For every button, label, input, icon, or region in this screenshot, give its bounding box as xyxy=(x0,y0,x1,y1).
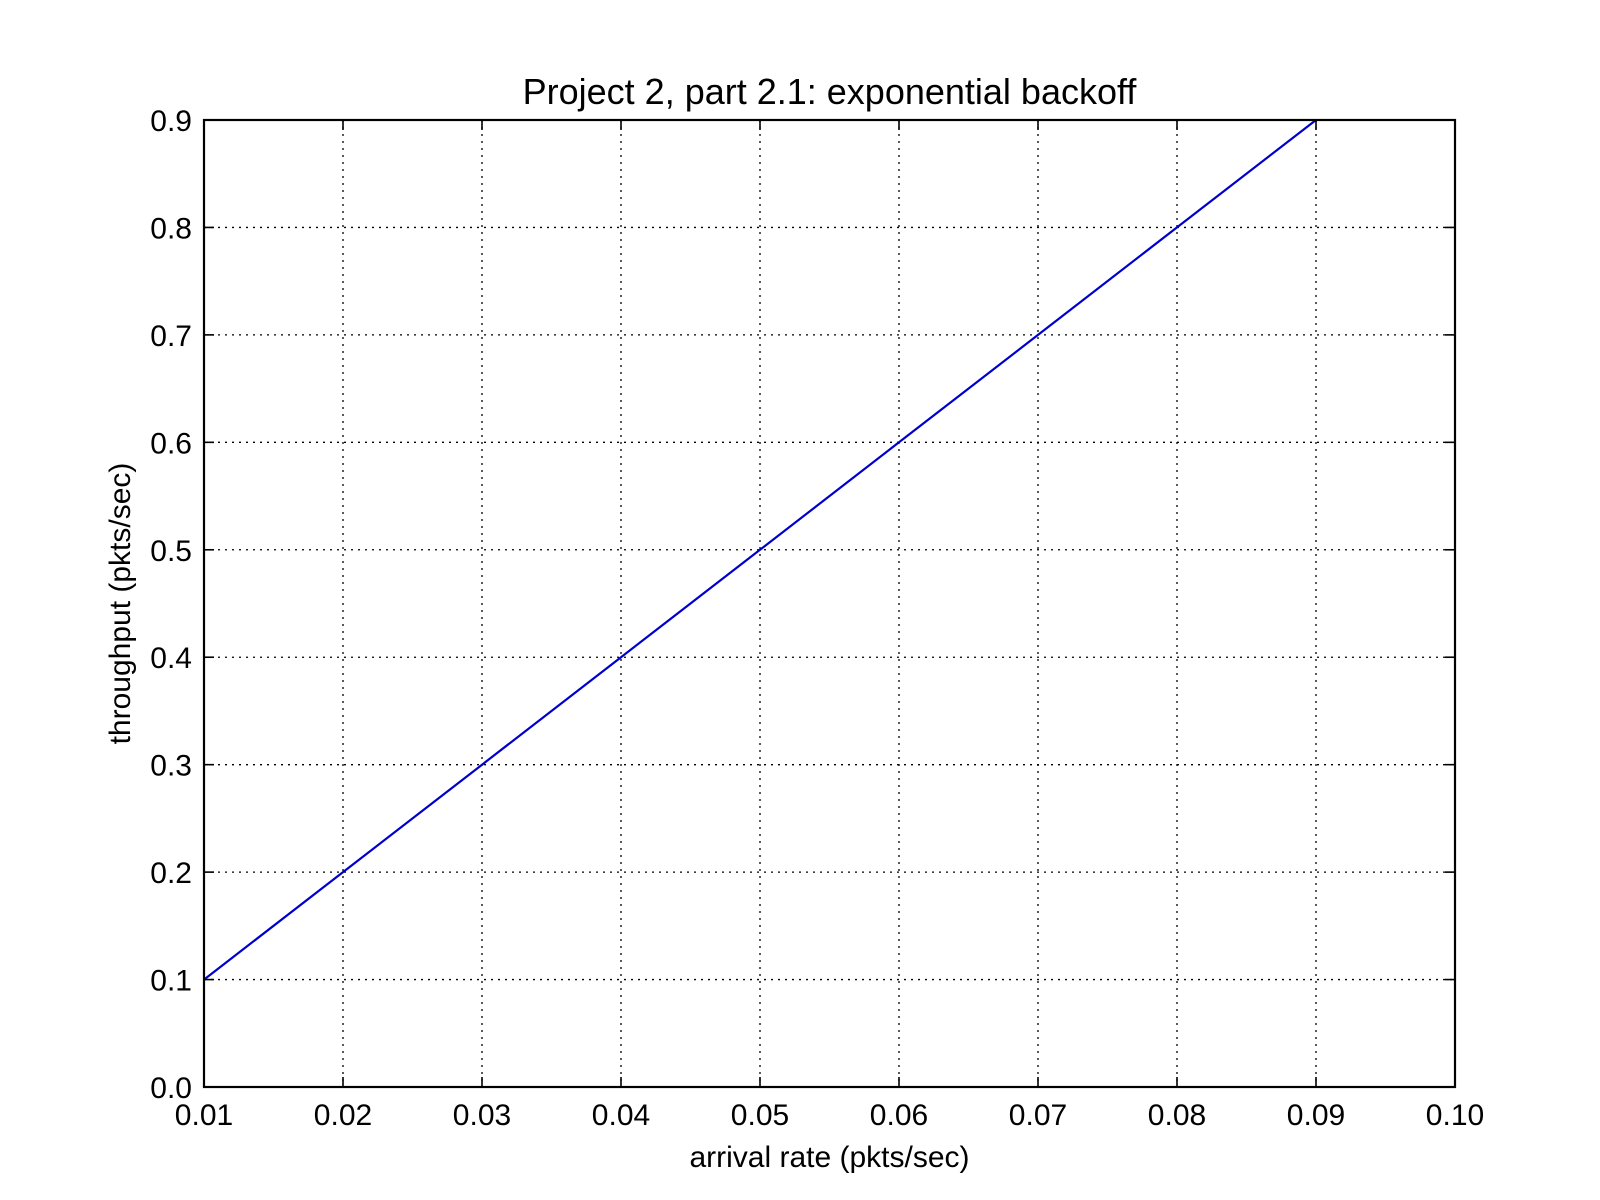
grid-layer xyxy=(204,120,1455,1087)
x-tick-labels: 0.01 0.02 0.03 0.04 0.05 0.06 0.07 0.08 0.09 0.10 xyxy=(175,1099,1484,1132)
y-tick-label: 0.3 xyxy=(150,750,192,783)
y-tick-label: 0.2 xyxy=(150,857,192,890)
x-tick-label: 0.07 xyxy=(1009,1099,1067,1132)
x-tick-label: 0.09 xyxy=(1287,1099,1345,1132)
x-tick-label: 0.10 xyxy=(1426,1099,1484,1132)
y-tick-label: 0.0 xyxy=(150,1072,192,1105)
y-tick-label: 0.7 xyxy=(150,320,192,353)
tick-marks xyxy=(203,119,1456,1088)
y-axis-label: throughput (pkts/sec) xyxy=(104,463,137,745)
y-tick-label: 0.4 xyxy=(150,642,192,675)
x-tick-label: 0.01 xyxy=(175,1099,233,1132)
x-tick-label: 0.06 xyxy=(870,1099,928,1132)
y-tick-label: 0.1 xyxy=(150,965,192,998)
axes-frame xyxy=(202,118,1457,1089)
x-tick-label: 0.08 xyxy=(1148,1099,1206,1132)
y-tick-label: 0.8 xyxy=(150,212,192,245)
x-tick-label: 0.02 xyxy=(314,1099,372,1132)
x-tick-label: 0.05 xyxy=(731,1099,789,1132)
x-axis-label: arrival rate (pkts/sec) xyxy=(689,1141,969,1174)
y-tick-label: 0.5 xyxy=(150,535,192,568)
series-layer xyxy=(203,119,1317,981)
y-tick-label: 0.6 xyxy=(150,427,192,460)
chart-title: Project 2, part 2.1: exponential backoff xyxy=(523,71,1138,112)
series-line xyxy=(203,119,1317,981)
y-tick-labels: 0.0 0.1 0.2 0.3 0.4 0.5 0.6 0.7 0.8 0.9 xyxy=(150,105,192,1105)
x-tick-label: 0.03 xyxy=(453,1099,511,1132)
y-tick-label: 0.9 xyxy=(150,105,192,138)
x-tick-label: 0.04 xyxy=(592,1099,650,1132)
